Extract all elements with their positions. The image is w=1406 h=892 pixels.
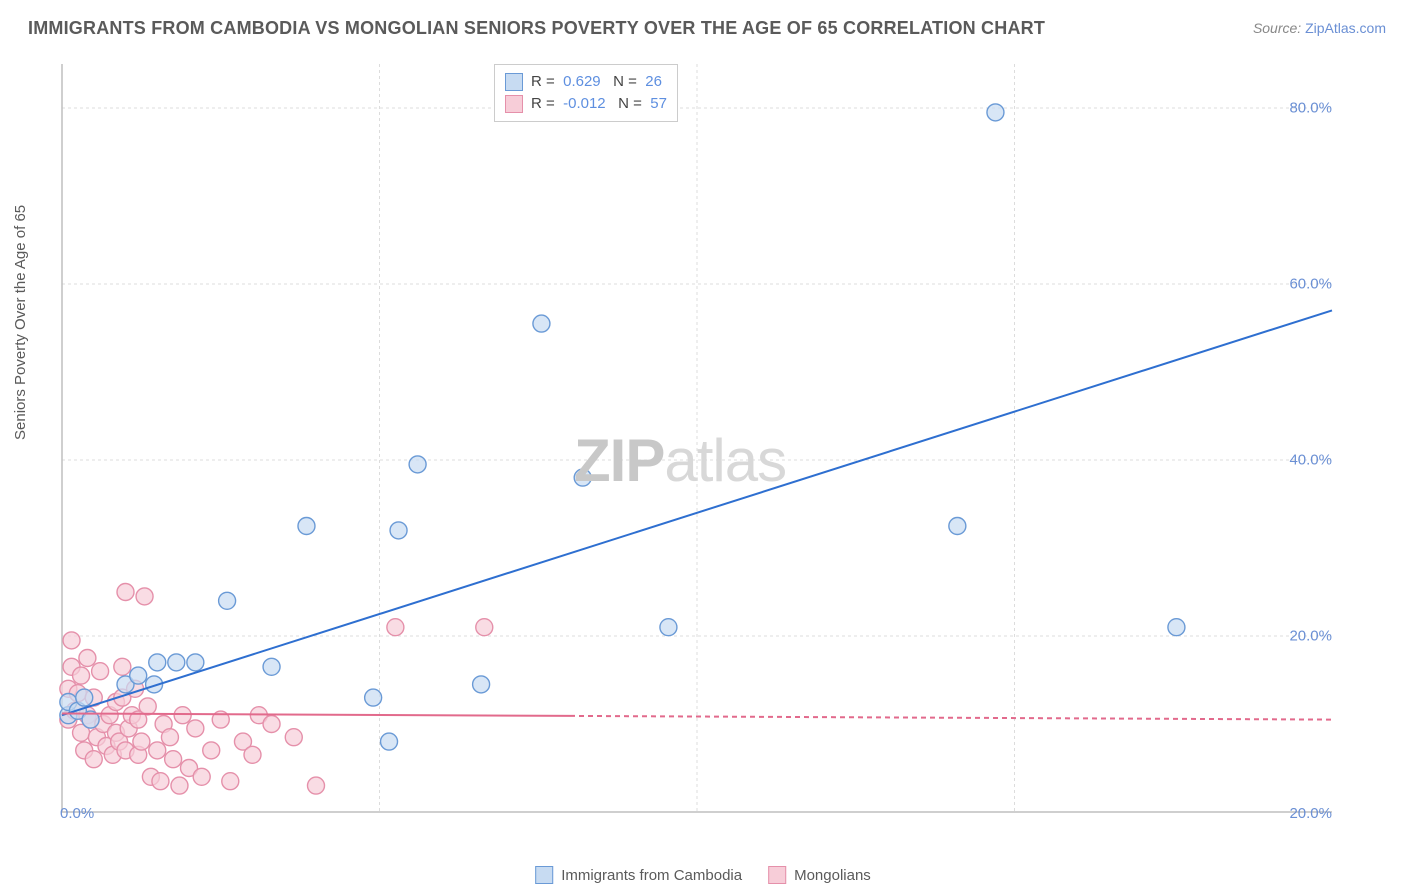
scatter-chart [54, 56, 1344, 826]
source-attribution: Source: ZipAtlas.com [1253, 20, 1386, 36]
legend-label-cambodia: Immigrants from Cambodia [561, 867, 742, 884]
stat-swatch [505, 73, 523, 91]
source-label: Source: [1253, 20, 1305, 36]
x-tick-label: 0.0% [60, 805, 94, 822]
swatch-cambodia [535, 866, 553, 884]
stat-text: R = -0.012 N = 57 [531, 93, 667, 115]
source-link[interactable]: ZipAtlas.com [1305, 20, 1386, 36]
x-tick-label: 20.0% [1289, 805, 1332, 822]
stat-text: R = 0.629 N = 26 [531, 71, 662, 93]
legend-item-mongolians: Mongolians [768, 866, 871, 884]
y-tick-label: 20.0% [1289, 628, 1332, 645]
bottom-legend: Immigrants from Cambodia Mongolians [535, 866, 871, 884]
stat-legend-row: R = -0.012 N = 57 [505, 93, 667, 115]
y-tick-label: 80.0% [1289, 100, 1332, 117]
legend-item-cambodia: Immigrants from Cambodia [535, 866, 742, 884]
legend-label-mongolians: Mongolians [794, 867, 871, 884]
y-tick-label: 40.0% [1289, 452, 1332, 469]
swatch-mongolians [768, 866, 786, 884]
chart-area: ZIPatlas R = 0.629 N = 26R = -0.012 N = … [54, 56, 1344, 826]
chart-title: IMMIGRANTS FROM CAMBODIA VS MONGOLIAN SE… [28, 18, 1045, 39]
stat-legend: R = 0.629 N = 26R = -0.012 N = 57 [494, 64, 678, 122]
stat-legend-row: R = 0.629 N = 26 [505, 71, 667, 93]
y-tick-label: 60.0% [1289, 276, 1332, 293]
stat-swatch [505, 95, 523, 113]
y-axis-label: Seniors Poverty Over the Age of 65 [12, 205, 29, 440]
